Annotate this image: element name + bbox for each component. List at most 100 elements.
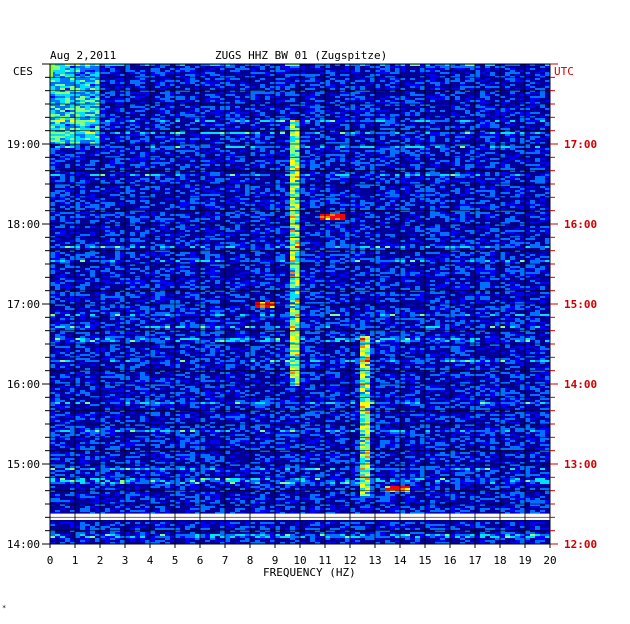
heatmap-cell — [295, 172, 300, 174]
heatmap-cell — [100, 120, 105, 122]
heatmap-cell — [340, 228, 345, 230]
heatmap-cell — [490, 240, 495, 242]
heatmap-cell — [195, 150, 200, 152]
heatmap-cell — [425, 128, 430, 130]
heatmap-cell — [385, 128, 390, 130]
heatmap-cell — [260, 232, 265, 234]
heatmap-cell — [120, 240, 125, 242]
heatmap-cell — [120, 162, 125, 164]
heatmap-cell — [360, 100, 365, 102]
heatmap-cell — [335, 132, 340, 134]
heatmap-cell — [500, 154, 505, 156]
heatmap-cell — [375, 174, 380, 176]
heatmap-cell — [185, 66, 190, 68]
heatmap-cell — [340, 246, 345, 248]
heatmap-cell — [270, 122, 275, 124]
heatmap-cell — [60, 70, 65, 72]
heatmap-cell — [525, 214, 530, 216]
heatmap-cell — [55, 146, 60, 148]
heatmap-cell — [385, 68, 390, 70]
heatmap-cell — [540, 142, 545, 144]
heatmap-cell — [290, 138, 295, 140]
heatmap-cell — [300, 94, 305, 96]
heatmap-cell — [285, 240, 290, 242]
heatmap-cell — [80, 128, 85, 130]
heatmap-cell — [295, 224, 300, 226]
heatmap-cell — [465, 208, 470, 210]
heatmap-cell — [495, 146, 500, 148]
heatmap-cell — [140, 164, 145, 166]
heatmap-cell — [150, 158, 155, 160]
heatmap-cell — [545, 216, 550, 218]
heatmap-cell — [95, 72, 100, 74]
heatmap-cell — [390, 202, 395, 204]
heatmap-cell — [185, 182, 190, 184]
heatmap-cell — [290, 108, 295, 110]
heatmap-cell — [400, 200, 405, 202]
heatmap-cell — [535, 176, 540, 178]
heatmap-cell — [95, 94, 100, 96]
heatmap-cell — [70, 84, 75, 86]
heatmap-cell — [510, 134, 515, 136]
heatmap-cell — [145, 64, 150, 66]
heatmap-cell — [215, 238, 220, 240]
heatmap-cell — [365, 164, 370, 166]
heatmap-cell — [265, 232, 270, 234]
heatmap-cell — [340, 222, 345, 224]
heatmap-cell — [90, 118, 95, 120]
heatmap-cell — [195, 66, 200, 68]
heatmap-cell — [480, 96, 485, 98]
heatmap-cell — [165, 146, 170, 148]
heatmap-cell — [535, 180, 540, 182]
heatmap-cell — [545, 172, 550, 174]
heatmap-cell — [150, 64, 155, 66]
heatmap-cell — [75, 214, 80, 216]
heatmap-cell — [345, 86, 350, 88]
heatmap-cell — [55, 110, 60, 112]
heatmap-cell — [280, 132, 285, 134]
heatmap-cell — [425, 218, 430, 220]
heatmap-cell — [125, 248, 130, 250]
heatmap-cell — [470, 64, 475, 66]
heatmap-cell — [425, 192, 430, 194]
heatmap-cell — [305, 110, 310, 112]
heatmap-cell — [365, 178, 370, 180]
heatmap-cell — [320, 148, 325, 150]
heatmap-cell — [535, 140, 540, 142]
heatmap-cell — [70, 70, 75, 72]
heatmap-cell — [185, 106, 190, 108]
heatmap-cell — [210, 230, 215, 232]
heatmap-cell — [215, 244, 220, 246]
heatmap-cell — [365, 240, 370, 242]
heatmap-cell — [345, 120, 350, 122]
heatmap-cell — [100, 64, 105, 66]
heatmap-cell — [150, 118, 155, 120]
heatmap-cell — [285, 220, 290, 222]
heatmap-cell — [65, 102, 70, 104]
heatmap-cell — [390, 152, 395, 154]
heatmap-cell — [460, 180, 465, 182]
heatmap-cell — [350, 246, 355, 248]
heatmap-cell — [170, 204, 175, 206]
heatmap-cell — [75, 106, 80, 108]
heatmap-cell — [335, 100, 340, 102]
heatmap-cell — [160, 182, 165, 184]
heatmap-cell — [380, 80, 385, 82]
heatmap-cell — [60, 152, 65, 154]
heatmap-cell — [135, 242, 140, 244]
heatmap-cell — [205, 238, 210, 240]
heatmap-cell — [70, 176, 75, 178]
heatmap-cell — [505, 100, 510, 102]
heatmap-cell — [140, 86, 145, 88]
heatmap-cell — [425, 188, 430, 190]
heatmap-cell — [480, 108, 485, 110]
heatmap-cell — [330, 78, 335, 80]
heatmap-cell — [435, 64, 440, 66]
heatmap-cell — [500, 112, 505, 114]
heatmap-cell — [70, 140, 75, 142]
heatmap-cell — [105, 222, 110, 224]
heatmap-cell — [410, 64, 415, 66]
heatmap-cell — [295, 126, 300, 128]
heatmap-cell — [125, 180, 130, 182]
heatmap-cell — [390, 190, 395, 192]
